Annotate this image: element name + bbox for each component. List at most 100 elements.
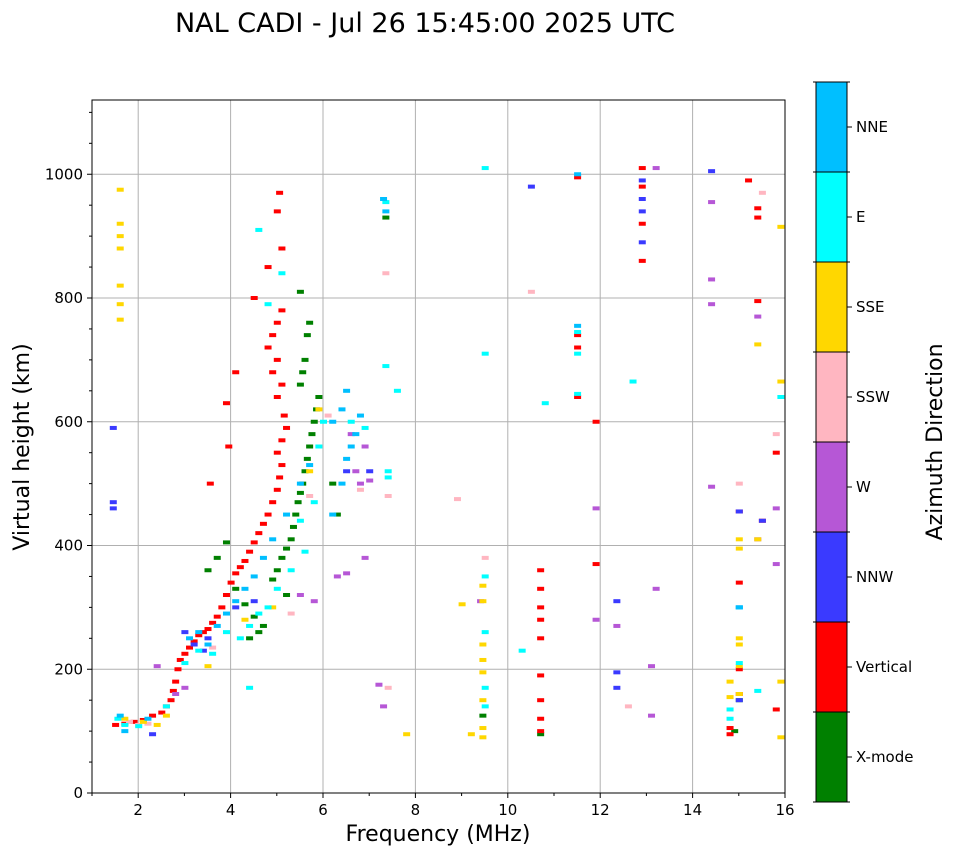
data-point — [236, 565, 244, 570]
data-point — [735, 664, 743, 669]
data-point — [652, 166, 660, 171]
data-point — [726, 726, 734, 731]
data-point — [310, 500, 318, 505]
data-point — [186, 636, 194, 641]
data-point — [222, 611, 230, 616]
data-point — [315, 395, 323, 399]
data-point — [343, 571, 351, 576]
data-point — [264, 302, 272, 307]
data-point — [777, 379, 785, 384]
data-point — [190, 642, 198, 647]
data-point — [264, 605, 272, 610]
data-point — [574, 323, 582, 328]
y-tick-label: 200 — [54, 660, 83, 678]
data-point — [116, 221, 124, 226]
colorbar-swatch — [816, 172, 847, 262]
series-sse — [116, 187, 785, 740]
data-point — [296, 289, 304, 294]
data-point — [283, 425, 291, 430]
colorbar-label-w: W — [856, 478, 871, 496]
data-point — [638, 240, 646, 245]
data-point — [206, 481, 214, 486]
x-tick-label: 4 — [226, 801, 236, 819]
data-point — [158, 710, 166, 715]
data-point — [537, 617, 545, 622]
data-point — [754, 215, 762, 220]
data-point — [190, 639, 198, 644]
data-point — [537, 716, 545, 721]
data-point — [204, 627, 212, 632]
data-point — [199, 630, 207, 635]
data-point — [638, 197, 646, 201]
data-point — [259, 521, 267, 526]
data-point — [479, 698, 487, 703]
data-point — [735, 546, 743, 551]
data-point — [592, 506, 600, 511]
data-point — [264, 345, 272, 350]
data-point — [181, 661, 189, 666]
data-point — [324, 413, 332, 418]
data-point — [393, 388, 401, 393]
data-point — [361, 444, 369, 449]
data-point — [527, 184, 535, 189]
data-point — [310, 419, 318, 424]
data-point — [333, 512, 341, 517]
data-point — [356, 413, 364, 418]
data-point — [648, 713, 656, 718]
data-point — [574, 391, 582, 396]
data-point — [167, 698, 175, 703]
data-point — [227, 580, 235, 585]
data-point — [296, 518, 304, 523]
data-point — [777, 395, 785, 399]
x-tick-label: 2 — [133, 801, 143, 819]
data-point — [638, 209, 646, 214]
data-point — [754, 342, 762, 347]
colorbar: X-mode Vertical NNW W SSW SSE E NNE — [813, 81, 913, 803]
data-point — [121, 722, 129, 727]
data-point — [269, 500, 277, 505]
data-point — [232, 571, 240, 576]
plot-border — [91, 99, 786, 794]
data-point — [629, 379, 637, 384]
data-marks — [109, 166, 785, 740]
x-tick-label: 14 — [683, 801, 702, 819]
data-point — [213, 614, 221, 619]
data-point — [246, 685, 254, 690]
data-point — [209, 645, 217, 650]
data-point — [264, 512, 272, 517]
data-point — [481, 574, 489, 579]
data-point — [135, 724, 143, 729]
data-point — [613, 623, 621, 628]
data-point — [181, 685, 189, 690]
data-point — [481, 351, 489, 356]
colorbar-label-ssw: SSW — [856, 388, 890, 406]
data-point — [347, 419, 355, 424]
grid — [92, 100, 786, 794]
data-point — [276, 190, 284, 195]
y-tick-label: 600 — [54, 413, 83, 431]
data-point — [735, 605, 743, 610]
data-point — [149, 732, 157, 737]
data-point — [213, 623, 221, 628]
data-point — [162, 713, 170, 718]
data-point — [735, 509, 743, 514]
data-point — [289, 524, 297, 529]
data-point — [382, 200, 390, 205]
data-point — [347, 444, 355, 449]
data-point — [382, 215, 390, 220]
data-point — [204, 568, 212, 573]
data-point — [361, 555, 369, 560]
data-point — [109, 425, 117, 430]
data-point — [116, 187, 124, 192]
data-point — [287, 611, 295, 616]
colorbar-label-nnw: NNW — [856, 568, 893, 586]
data-point — [172, 679, 180, 684]
x-axis-ticks: 2 4 6 8 10 12 14 16 — [91, 793, 795, 819]
data-point — [726, 716, 734, 721]
data-point — [352, 432, 360, 437]
data-point — [329, 419, 337, 424]
data-point — [186, 645, 194, 650]
data-point — [333, 574, 341, 579]
data-point — [338, 481, 346, 486]
data-point — [735, 580, 743, 585]
